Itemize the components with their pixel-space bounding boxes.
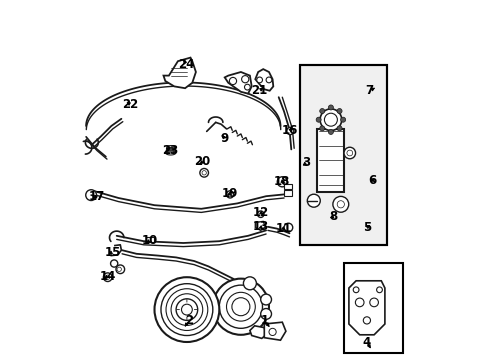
Circle shape bbox=[202, 171, 206, 175]
Circle shape bbox=[316, 117, 321, 122]
Circle shape bbox=[265, 77, 271, 83]
Circle shape bbox=[154, 277, 219, 342]
Polygon shape bbox=[255, 69, 273, 91]
Polygon shape bbox=[163, 58, 196, 88]
Circle shape bbox=[268, 328, 276, 336]
Circle shape bbox=[257, 211, 264, 217]
Circle shape bbox=[241, 76, 248, 83]
Text: 6: 6 bbox=[367, 174, 376, 186]
Circle shape bbox=[306, 194, 320, 207]
Polygon shape bbox=[348, 281, 384, 335]
Circle shape bbox=[332, 197, 348, 212]
Text: 14: 14 bbox=[100, 270, 116, 283]
Circle shape bbox=[260, 309, 271, 319]
Circle shape bbox=[243, 277, 256, 290]
Text: 8: 8 bbox=[329, 210, 337, 222]
Circle shape bbox=[219, 285, 262, 328]
Circle shape bbox=[244, 84, 250, 90]
Circle shape bbox=[277, 177, 287, 187]
Circle shape bbox=[176, 299, 197, 320]
Text: 2: 2 bbox=[184, 314, 192, 327]
Polygon shape bbox=[264, 322, 285, 340]
Circle shape bbox=[231, 298, 249, 316]
Text: 13: 13 bbox=[252, 220, 268, 233]
Circle shape bbox=[256, 77, 262, 83]
Circle shape bbox=[226, 292, 255, 321]
Text: 22: 22 bbox=[122, 98, 138, 111]
Bar bbox=[300, 65, 386, 245]
Text: 5: 5 bbox=[362, 221, 370, 234]
Circle shape bbox=[340, 117, 345, 122]
Circle shape bbox=[200, 168, 208, 177]
Circle shape bbox=[286, 127, 293, 135]
Text: 16: 16 bbox=[282, 124, 298, 137]
Bar bbox=[284, 190, 291, 196]
Text: 4: 4 bbox=[362, 336, 370, 348]
Circle shape bbox=[212, 279, 268, 335]
Text: 9: 9 bbox=[220, 132, 228, 145]
Circle shape bbox=[85, 190, 96, 201]
Circle shape bbox=[284, 223, 292, 232]
Circle shape bbox=[363, 317, 370, 324]
Polygon shape bbox=[255, 221, 265, 230]
Text: 12: 12 bbox=[252, 206, 268, 219]
Circle shape bbox=[352, 287, 358, 293]
Circle shape bbox=[336, 126, 342, 131]
Text: 17: 17 bbox=[89, 190, 105, 203]
Polygon shape bbox=[224, 72, 251, 94]
Polygon shape bbox=[249, 326, 265, 338]
Circle shape bbox=[319, 108, 324, 113]
Circle shape bbox=[336, 108, 342, 113]
Text: 11: 11 bbox=[275, 222, 291, 235]
Text: 3: 3 bbox=[302, 156, 310, 169]
Circle shape bbox=[376, 287, 382, 293]
Text: 23: 23 bbox=[162, 144, 178, 157]
Circle shape bbox=[260, 294, 271, 305]
Text: 7: 7 bbox=[365, 84, 373, 97]
Bar bbox=[145, 237, 154, 242]
Bar bbox=[284, 184, 291, 189]
Circle shape bbox=[319, 126, 324, 131]
Circle shape bbox=[344, 147, 355, 159]
Circle shape bbox=[346, 150, 352, 156]
Circle shape bbox=[328, 129, 333, 134]
Text: 18: 18 bbox=[274, 175, 290, 188]
Text: 19: 19 bbox=[222, 187, 238, 200]
Circle shape bbox=[110, 260, 118, 267]
Circle shape bbox=[226, 191, 233, 198]
Bar bbox=[317, 129, 344, 192]
Circle shape bbox=[103, 273, 112, 282]
Circle shape bbox=[117, 267, 121, 271]
Circle shape bbox=[369, 298, 378, 307]
Circle shape bbox=[355, 298, 363, 307]
Text: 24: 24 bbox=[178, 58, 194, 71]
Text: 10: 10 bbox=[142, 234, 158, 247]
Text: 15: 15 bbox=[104, 246, 121, 258]
Circle shape bbox=[228, 193, 231, 196]
Circle shape bbox=[166, 289, 207, 330]
Circle shape bbox=[181, 304, 192, 315]
Circle shape bbox=[229, 77, 236, 85]
Circle shape bbox=[328, 105, 333, 110]
Circle shape bbox=[171, 294, 203, 325]
Circle shape bbox=[161, 284, 212, 336]
Text: 21: 21 bbox=[250, 84, 266, 97]
Circle shape bbox=[337, 201, 344, 208]
Circle shape bbox=[324, 113, 337, 126]
Circle shape bbox=[320, 109, 341, 130]
Text: 20: 20 bbox=[194, 156, 210, 168]
Bar bbox=[343, 263, 402, 353]
Circle shape bbox=[116, 265, 124, 274]
Text: 1: 1 bbox=[260, 314, 268, 327]
Bar bbox=[300, 65, 386, 245]
Circle shape bbox=[105, 275, 110, 279]
